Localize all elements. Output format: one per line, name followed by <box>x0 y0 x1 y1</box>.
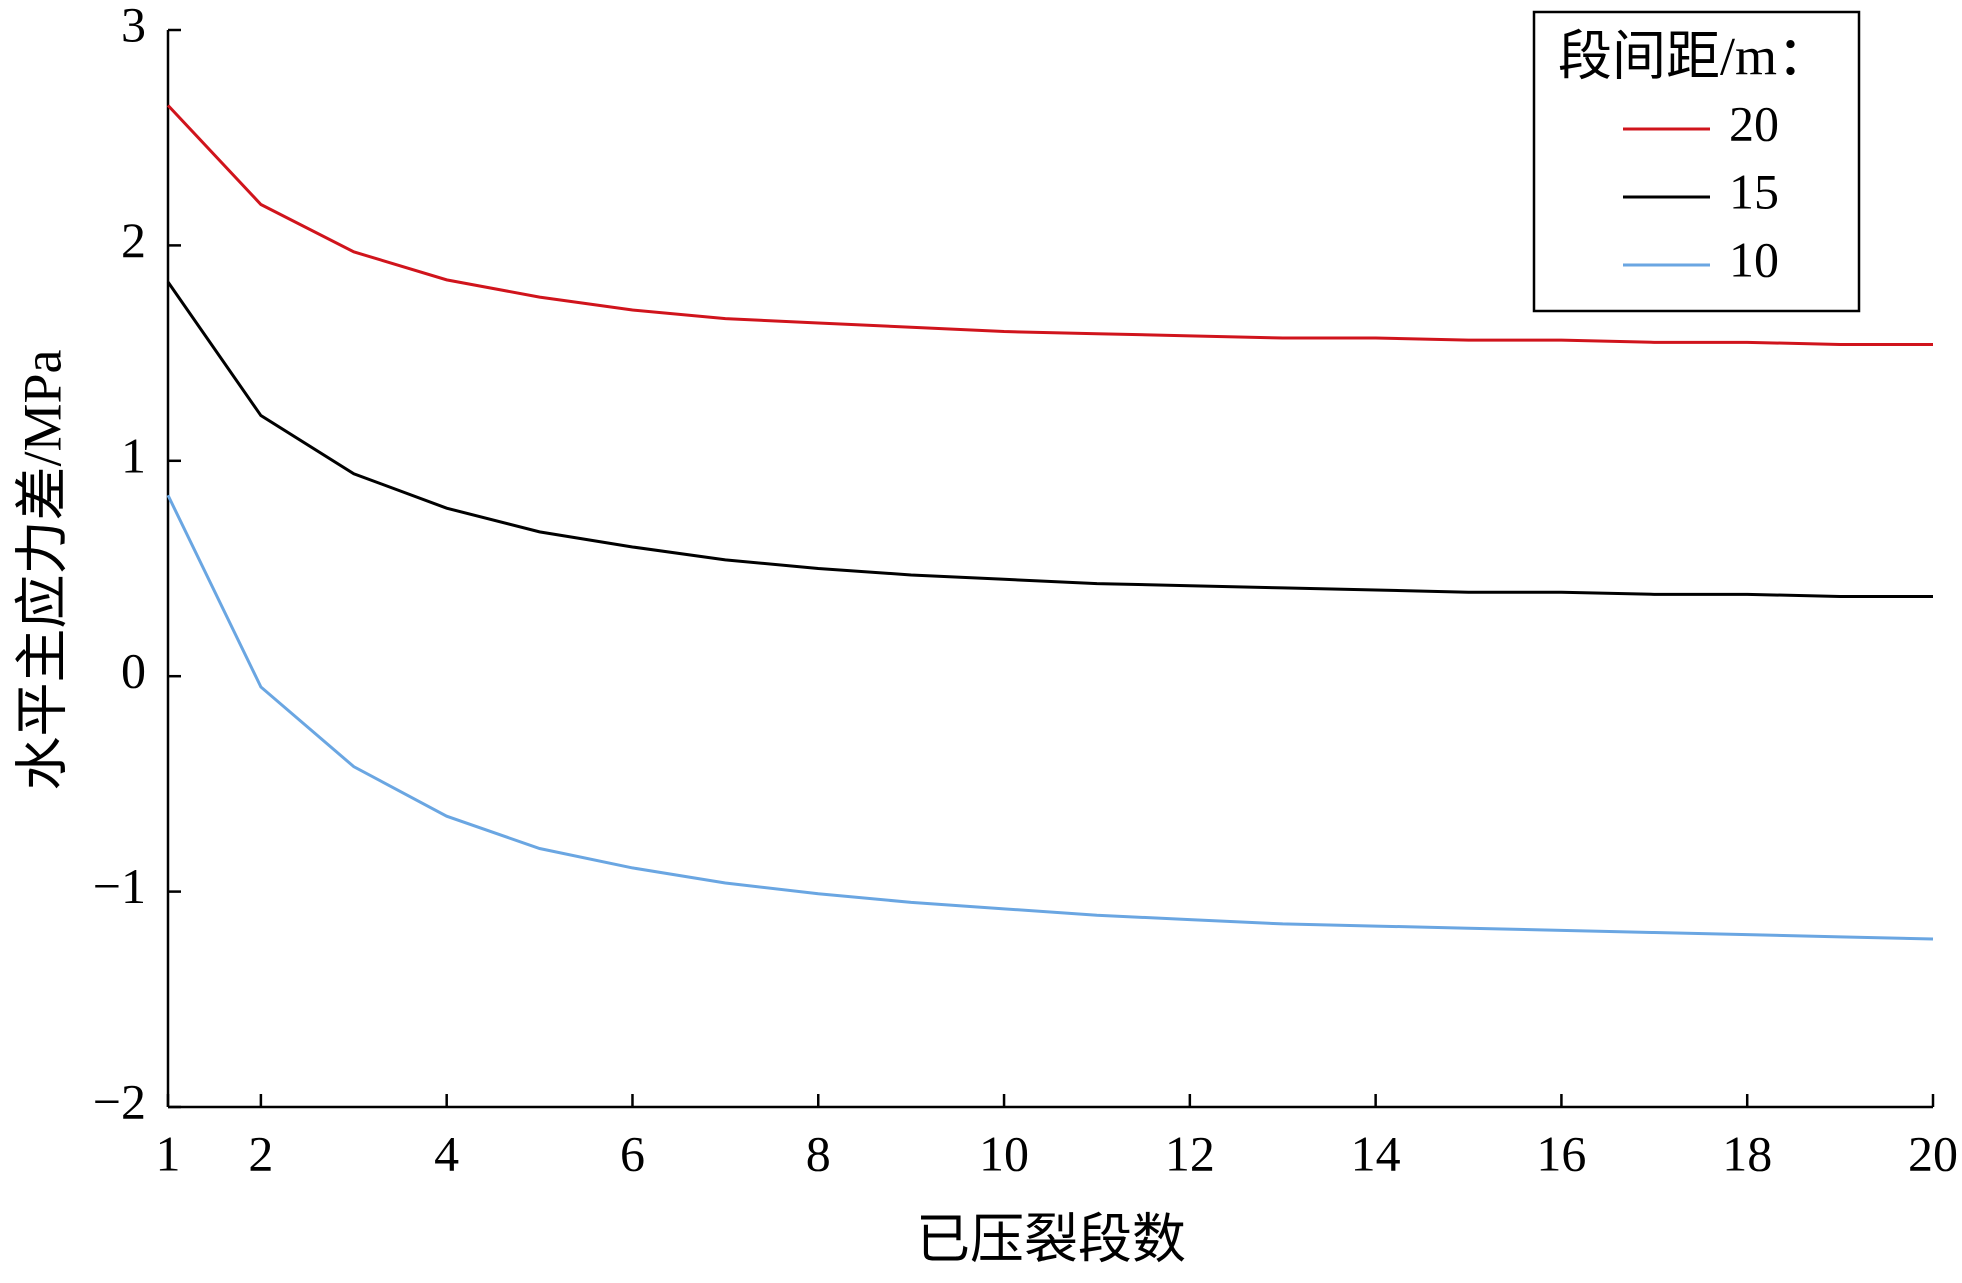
x-tick-label: 10 <box>979 1125 1029 1181</box>
y-axis-label: 水平主应力差/MPa <box>12 349 72 790</box>
x-tick-label: 20 <box>1908 1125 1958 1181</box>
y-tick-label: 2 <box>121 212 146 268</box>
x-tick-label: 1 <box>156 1125 181 1181</box>
legend-label: 10 <box>1729 231 1779 287</box>
x-tick-label: 4 <box>434 1125 459 1181</box>
y-tick-label: −2 <box>93 1073 146 1129</box>
x-tick-label: 16 <box>1536 1125 1586 1181</box>
x-tick-label: 12 <box>1165 1125 1215 1181</box>
legend-box <box>1532 10 1861 313</box>
x-tick-label: 14 <box>1351 1125 1401 1181</box>
x-axis-label: 已压裂段数 <box>916 1209 1186 1269</box>
series-line <box>166 494 1934 941</box>
legend-label: 20 <box>1729 95 1779 151</box>
x-tick-label: 2 <box>248 1125 273 1181</box>
legend-title: 段间距/m： <box>1558 26 1831 86</box>
y-tick-label: −1 <box>93 858 146 914</box>
series-line <box>166 281 1933 599</box>
y-tick-label: 3 <box>121 0 146 52</box>
x-tick-label: 6 <box>620 1125 645 1181</box>
y-tick-label: 0 <box>121 643 146 699</box>
legend-label: 15 <box>1729 163 1779 219</box>
x-tick-label: 18 <box>1722 1125 1772 1181</box>
y-tick-label: 1 <box>121 427 146 483</box>
x-tick-label: 8 <box>806 1125 831 1181</box>
series-line <box>166 104 1933 346</box>
